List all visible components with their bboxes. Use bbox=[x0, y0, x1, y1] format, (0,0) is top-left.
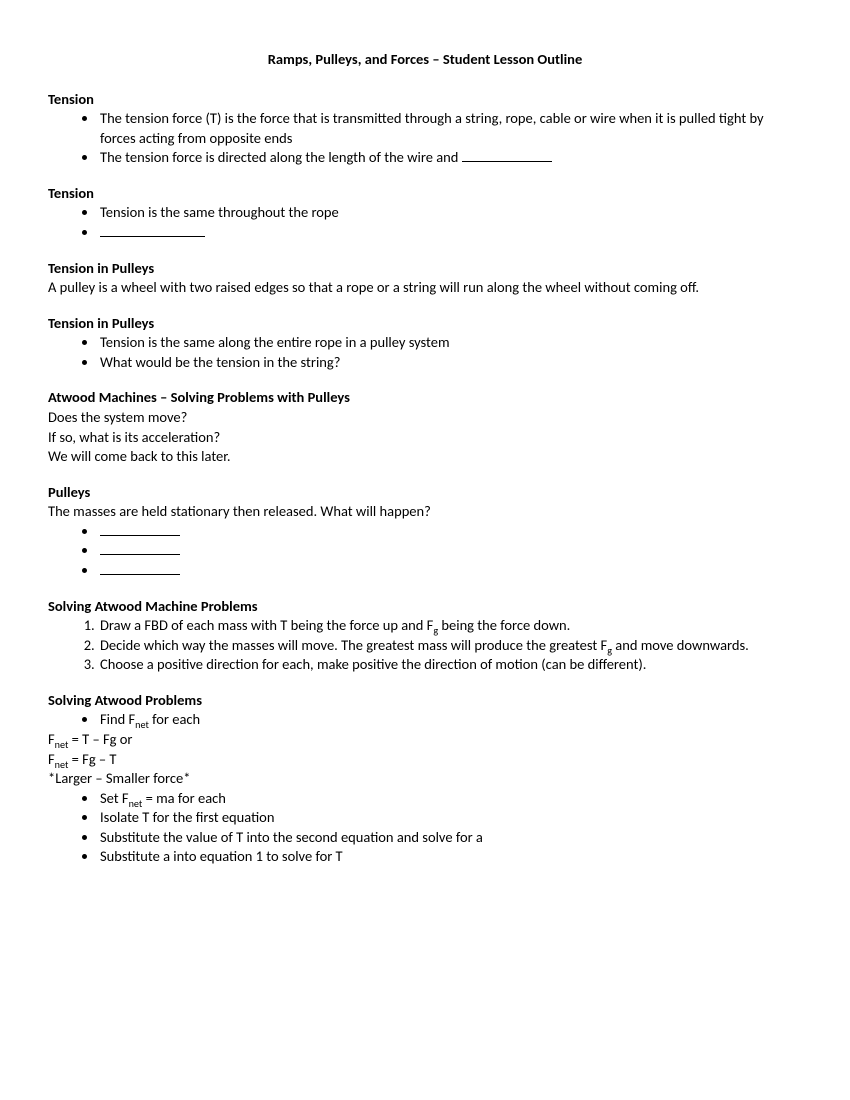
list-item: Find Fnet for each bbox=[98, 710, 802, 730]
tension-2-list: Tension is the same throughout the rope bbox=[48, 203, 802, 242]
text-part: for each bbox=[149, 710, 200, 728]
atwood-line: If so, what is its acceleration? bbox=[48, 428, 802, 448]
fill-blank bbox=[100, 561, 180, 575]
list-item: Tension is the same along the entire rop… bbox=[98, 333, 802, 353]
text-part: Decide which way the masses will move. T… bbox=[100, 636, 607, 654]
atwood-line: Does the system move? bbox=[48, 408, 802, 428]
list-item bbox=[98, 561, 802, 581]
list-item: Substitute a into equation 1 to solve fo… bbox=[98, 847, 802, 867]
list-item: Substitute the value of T into the secon… bbox=[98, 828, 802, 848]
solving-atwood-list-1: Find Fnet for each bbox=[48, 710, 802, 730]
solving-atwood-list-2: Set Fnet = ma for each Isolate T for the… bbox=[48, 789, 802, 867]
subscript-net: net bbox=[55, 738, 69, 751]
list-item: The tension force is directed along the … bbox=[98, 148, 802, 168]
solving-atwood-machine-list: Draw a FBD of each mass with T being the… bbox=[48, 616, 802, 675]
list-item-text: The tension force is directed along the … bbox=[100, 148, 462, 166]
page-title: Ramps, Pulleys, and Forces – Student Les… bbox=[48, 50, 802, 70]
heading-solving-atwood-machine: Solving Atwood Machine Problems bbox=[48, 597, 802, 617]
text-part: = ma for each bbox=[142, 789, 226, 807]
list-item bbox=[98, 522, 802, 542]
heading-tension-pulleys-1: Tension in Pulleys bbox=[48, 259, 802, 279]
list-item: Isolate T for the first equation bbox=[98, 808, 802, 828]
list-item: Tension is the same throughout the rope bbox=[98, 203, 802, 223]
text-part: F bbox=[48, 730, 55, 748]
text-part: Find F bbox=[100, 710, 135, 728]
list-item: Decide which way the masses will move. T… bbox=[98, 636, 802, 656]
text-part: F bbox=[48, 750, 55, 768]
tension-pulleys-text: A pulley is a wheel with two raised edge… bbox=[48, 278, 802, 298]
text-part: = Fg – T bbox=[68, 750, 116, 768]
text-part: = T – Fg or bbox=[68, 730, 132, 748]
list-item: The tension force (T) is the force that … bbox=[98, 109, 802, 148]
fill-blank bbox=[100, 541, 180, 555]
note-line: *Larger – Smaller force* bbox=[48, 769, 802, 789]
text-part: being the force down. bbox=[438, 616, 570, 634]
heading-atwood-machines: Atwood Machines – Solving Problems with … bbox=[48, 388, 802, 408]
pulleys-blank-list bbox=[48, 522, 802, 581]
list-item: Set Fnet = ma for each bbox=[98, 789, 802, 809]
heading-solving-atwood: Solving Atwood Problems bbox=[48, 691, 802, 711]
list-item bbox=[98, 541, 802, 561]
tension-1-list: The tension force (T) is the force that … bbox=[48, 109, 802, 168]
pulleys-text: The masses are held stationary then rele… bbox=[48, 502, 802, 522]
subscript-net: net bbox=[135, 718, 149, 731]
text-part: and move downwards. bbox=[612, 636, 749, 654]
list-item: Choose a positive direction for each, ma… bbox=[98, 655, 802, 675]
atwood-line: We will come back to this later. bbox=[48, 447, 802, 467]
tension-pulleys-2-list: Tension is the same along the entire rop… bbox=[48, 333, 802, 372]
heading-tension-2: Tension bbox=[48, 184, 802, 204]
fill-blank bbox=[462, 148, 552, 162]
equation-line: Fnet = T – Fg or bbox=[48, 730, 802, 750]
heading-tension-1: Tension bbox=[48, 90, 802, 110]
heading-tension-pulleys-2: Tension in Pulleys bbox=[48, 314, 802, 334]
equation-line: Fnet = Fg – T bbox=[48, 750, 802, 770]
fill-blank bbox=[100, 223, 205, 237]
list-item: What would be the tension in the string? bbox=[98, 353, 802, 373]
list-item: Draw a FBD of each mass with T being the… bbox=[98, 616, 802, 636]
text-part: Draw a FBD of each mass with T being the… bbox=[100, 616, 433, 634]
text-part: Set F bbox=[100, 789, 129, 807]
heading-pulleys: Pulleys bbox=[48, 483, 802, 503]
fill-blank bbox=[100, 522, 180, 536]
list-item bbox=[98, 223, 802, 243]
